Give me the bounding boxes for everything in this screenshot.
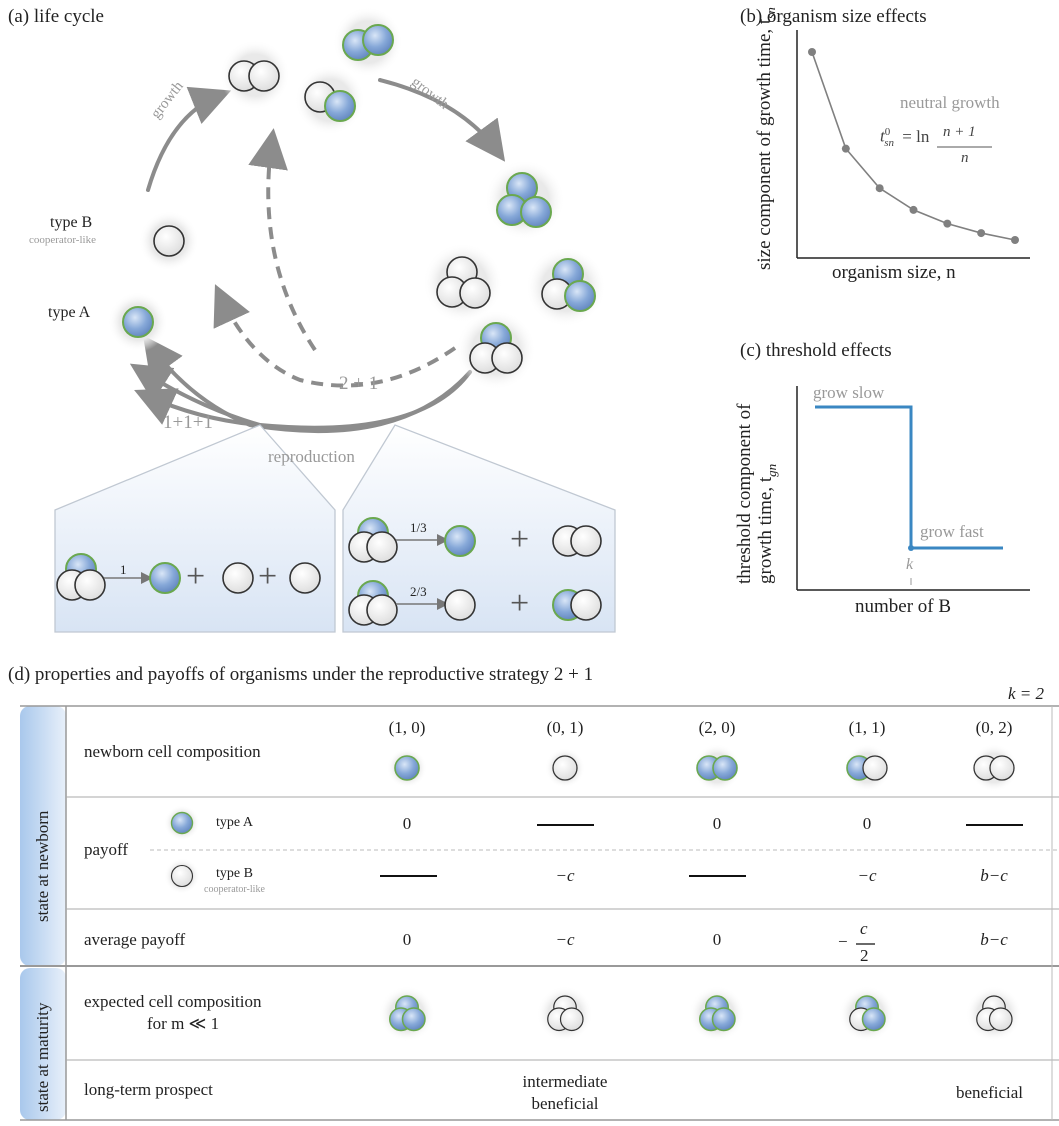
type-b-sub: cooperator-like bbox=[29, 234, 96, 246]
prospect-mid-2: beneficial bbox=[531, 1094, 599, 1113]
panel-c-ylabel: threshold component of growth time, tgn bbox=[734, 403, 779, 584]
payoff-a-cell: 0 bbox=[712, 814, 722, 833]
size-effect-chart bbox=[796, 30, 1030, 259]
cluster-three-B bbox=[423, 243, 503, 323]
neutral-formula: t0sn = ln bbox=[880, 126, 930, 150]
panel-b-xlabel: organism size, n bbox=[832, 262, 956, 283]
cluster-two-B-top bbox=[220, 40, 290, 110]
panel-c-title: (c) threshold effects bbox=[740, 340, 892, 361]
panel-d-title: (d) properties and payoffs of organisms … bbox=[8, 664, 594, 685]
size-curve-point bbox=[977, 229, 986, 238]
row-prospect-label: long-term prospect bbox=[84, 1080, 213, 1099]
cluster-three-A bbox=[485, 160, 565, 240]
threshold-chart bbox=[796, 386, 1030, 591]
payoff-b-cell: −c bbox=[857, 866, 877, 885]
single-type-A bbox=[108, 292, 168, 352]
reproduction-box-21 bbox=[342, 424, 616, 633]
cluster-A-A-B bbox=[526, 247, 606, 327]
threshold-step-line bbox=[815, 405, 1003, 550]
prospect-mid-1: intermediate bbox=[522, 1072, 608, 1091]
size-curve-point bbox=[808, 48, 816, 56]
box1-plus-2: + bbox=[258, 558, 278, 595]
row-expected-label-2: for m ≪ 1 bbox=[147, 1014, 220, 1033]
row-avg-label: average payoff bbox=[84, 930, 186, 949]
life-cycle-arrows bbox=[129, 78, 506, 434]
neutral-growth-label: neutral growth bbox=[900, 93, 1000, 112]
box2-prob-bottom: 2/3 bbox=[410, 584, 427, 599]
avg-frac-den: 2 bbox=[860, 946, 869, 965]
k-label: k bbox=[906, 556, 914, 573]
payoff-type-b-label: type B bbox=[216, 866, 253, 881]
row-composition-label: newborn cell composition bbox=[84, 742, 261, 761]
box1-prob: 1 bbox=[120, 562, 127, 577]
k-note: k = 2 bbox=[1008, 684, 1045, 703]
maturity-composition-icons bbox=[379, 986, 1022, 1042]
size-curve-point bbox=[875, 184, 884, 193]
grow-fast-label: grow fast bbox=[920, 522, 984, 541]
payoff-a-cell: 0 bbox=[402, 814, 412, 833]
single-type-B bbox=[139, 211, 199, 271]
avg-cell: 0 bbox=[402, 930, 412, 949]
cluster-A-B-mid bbox=[295, 65, 365, 135]
row-payoff-label: payoff bbox=[84, 840, 129, 859]
strategy-111: 1+1+1 bbox=[163, 412, 213, 433]
cluster-A-B-B-repro bbox=[456, 310, 536, 390]
size-curve-point bbox=[1011, 236, 1019, 244]
col-header: (0, 2) bbox=[975, 718, 1013, 737]
grow-slow-label: grow slow bbox=[813, 383, 885, 402]
size-curve-point bbox=[909, 205, 918, 214]
payoff-b-cell: b−c bbox=[980, 866, 1008, 885]
panel-b-title: (b) organism size effects bbox=[740, 6, 927, 27]
box2-prob-top: 1/3 bbox=[410, 520, 427, 535]
col-header: (2, 0) bbox=[698, 718, 736, 737]
formula-numerator: n + 1 bbox=[943, 124, 976, 140]
avg-cell: −c bbox=[555, 930, 575, 949]
payoff-dashes bbox=[380, 824, 1023, 877]
group-maturity-label: state at maturity bbox=[33, 1002, 52, 1112]
panel-c-xlabel: number of B bbox=[855, 596, 952, 617]
box1-plus-1: + bbox=[186, 558, 206, 595]
payoff-table-frame bbox=[20, 705, 1059, 1121]
col-header: (0, 1) bbox=[546, 718, 584, 737]
avg-frac-num: c bbox=[860, 919, 868, 938]
avg-cell: b−c bbox=[980, 930, 1008, 949]
col-header: (1, 0) bbox=[388, 718, 426, 737]
life-cycle-dashed-arrows bbox=[213, 128, 457, 388]
reproduction-box-111 bbox=[54, 424, 336, 633]
avg-frac-sign: − bbox=[838, 932, 848, 951]
payoff-type-a-label: type A bbox=[216, 815, 253, 830]
panel-a-title: (a) life cycle bbox=[8, 6, 104, 27]
box2-plus-2: + bbox=[510, 585, 530, 622]
avg-cell: 0 bbox=[712, 930, 722, 949]
payoff-type-b-sub: cooperator-like bbox=[204, 884, 265, 895]
group-newborn-label: state at newborn bbox=[33, 810, 52, 922]
col-header: (1, 1) bbox=[848, 718, 886, 737]
formula-denominator: n bbox=[961, 150, 969, 166]
reproduction-label: reproduction bbox=[268, 447, 355, 466]
threshold-point bbox=[908, 545, 914, 551]
size-curve-point bbox=[943, 219, 952, 228]
size-curve-point bbox=[841, 144, 850, 153]
box2-plus-1: + bbox=[510, 521, 530, 558]
payoff-b-cell: −c bbox=[555, 866, 575, 885]
newborn-composition-icons bbox=[387, 744, 1018, 792]
payoff-type-icons bbox=[164, 805, 200, 894]
panel-b-ylabel: size component of growth time, tsn bbox=[754, 7, 778, 270]
payoff-a-cell: 0 bbox=[862, 814, 872, 833]
row-expected-label: expected cell composition bbox=[84, 992, 262, 1011]
strategy-2plus1: 2 + 1 bbox=[339, 373, 379, 394]
prospect-right: beneficial bbox=[956, 1083, 1024, 1102]
type-b-label: type B bbox=[50, 214, 93, 231]
type-a-label: type A bbox=[48, 304, 91, 321]
cluster-two-A-top bbox=[333, 7, 403, 77]
